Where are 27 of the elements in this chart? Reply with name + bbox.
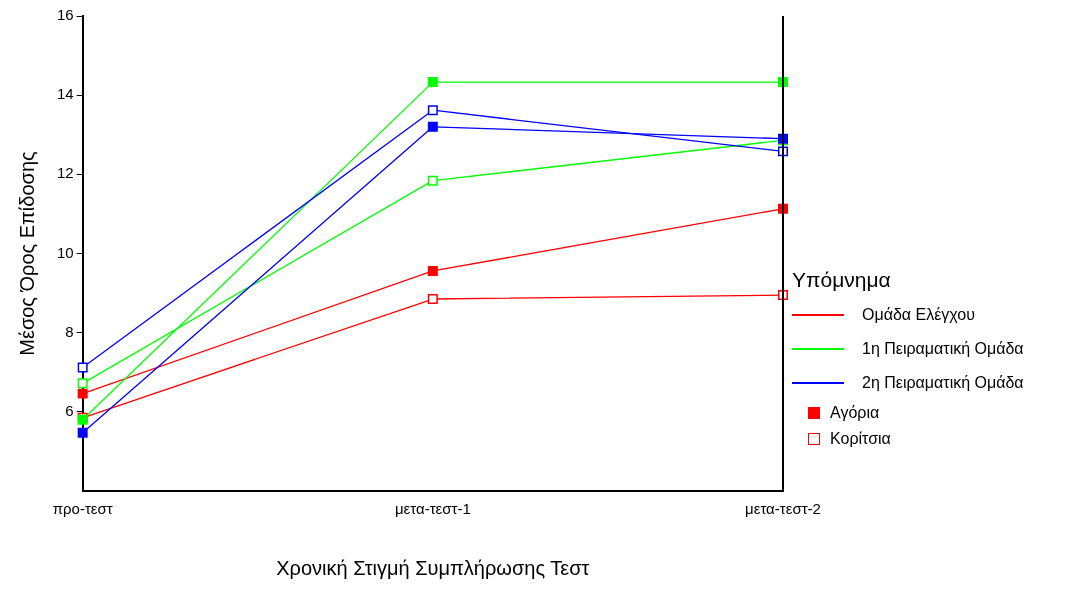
text: Κορίτσια — [830, 430, 891, 448]
legend-title: Υπόμνημα — [792, 268, 892, 292]
point — [427, 265, 438, 276]
text: Ομάδα Ελέγχου — [862, 306, 975, 324]
y-tick-label: 16 — [57, 6, 74, 24]
x-tick-label: προ-τεστ — [52, 500, 113, 518]
y-tick-label: 6 — [65, 401, 74, 419]
point — [77, 378, 88, 389]
point — [427, 121, 438, 132]
text: 1η Πειραματική Ομάδα — [862, 340, 1024, 358]
point — [77, 427, 88, 438]
y-tick-label: 14 — [57, 85, 74, 103]
x-axis-title: Χρονική Στιγμή Συμπλήρωσης Τεστ — [276, 556, 590, 579]
y-axis-title: Μέσος Όρος Επίδοσης — [15, 150, 38, 356]
y-tick-label: 12 — [57, 164, 74, 182]
x-tick-label: μετα-τεστ-1 — [394, 500, 471, 518]
text: 2η Πειραματική Ομάδα — [862, 374, 1024, 392]
point — [77, 388, 88, 399]
point — [427, 175, 438, 186]
y-tick-label: 10 — [57, 243, 74, 261]
point — [427, 294, 438, 305]
y-tick-label: 8 — [65, 322, 74, 340]
point — [427, 105, 438, 116]
text: Αγόρια — [830, 404, 880, 422]
point — [77, 362, 88, 373]
point — [427, 77, 438, 88]
x-tick-label: μετα-τεστ-2 — [745, 500, 821, 518]
